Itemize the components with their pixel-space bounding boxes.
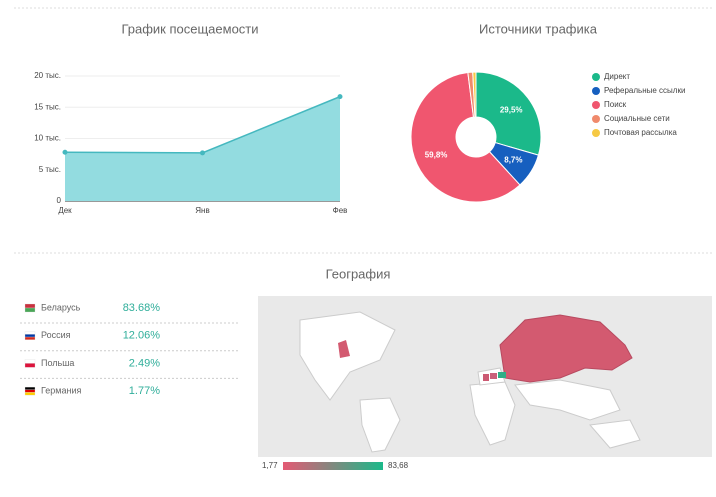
chart-title: График посещаемости: [121, 21, 258, 36]
y-tick-label: 10 тыс.: [34, 134, 61, 143]
germany: [483, 374, 489, 381]
flag: [24, 331, 36, 335]
slice: [475, 71, 542, 156]
share: 2.49%: [129, 357, 160, 369]
legend-marker: [592, 87, 600, 95]
legend-marker: [592, 129, 600, 137]
legend-label: Реферальные ссылки: [604, 86, 685, 95]
legend-marker: [592, 101, 600, 109]
y-tick-label: 20 тыс.: [34, 71, 61, 80]
land: [359, 397, 401, 453]
legend-marker: [592, 115, 600, 123]
legend-marker: [592, 73, 600, 81]
poland: [490, 373, 497, 379]
country: Беларусь: [41, 302, 81, 312]
legend-label: Почтовая рассылка: [604, 128, 677, 137]
y-tick-label: 5 тыс.: [39, 165, 61, 174]
geo-map: [258, 296, 712, 457]
scale-min: 1,77: [262, 461, 278, 470]
flag: [24, 392, 36, 396]
flag: [24, 303, 36, 309]
flag: [24, 363, 36, 368]
flag: [24, 386, 36, 390]
land: [589, 419, 641, 449]
country: Польша: [41, 358, 74, 368]
flag: [24, 389, 36, 393]
russia: [499, 314, 633, 383]
share: 12.06%: [123, 330, 161, 342]
flag: [24, 307, 36, 313]
x-tick-label: Янв: [195, 206, 209, 215]
flag: [24, 334, 36, 338]
point: [62, 149, 68, 155]
x-tick-label: Фев: [333, 206, 348, 215]
flag: [24, 359, 36, 364]
share: 83.68%: [123, 302, 161, 314]
y-tick-label: 0: [57, 196, 62, 205]
slice-label: 59,8%: [425, 151, 448, 160]
legend-label: Социальные сети: [604, 114, 670, 123]
share: 1.77%: [129, 385, 160, 397]
x-tick-label: Дек: [58, 206, 72, 215]
y-tick-label: 15 тыс.: [34, 102, 61, 111]
slice-label: 8,7%: [504, 155, 522, 164]
legend-label: Директ: [604, 72, 630, 81]
flag: [24, 336, 36, 340]
section-title: География: [326, 266, 391, 281]
point: [337, 94, 343, 100]
chart-title: Источники трафика: [479, 21, 598, 36]
land: [514, 379, 621, 421]
slice: [410, 71, 521, 203]
slice: [472, 71, 477, 118]
color-scale: [283, 462, 383, 470]
area: [65, 96, 340, 201]
russia-east: [338, 340, 350, 358]
country: Германия: [41, 385, 81, 395]
legend-label: Поиск: [604, 100, 627, 109]
belarus: [498, 372, 506, 378]
point: [200, 150, 205, 156]
country: Россия: [41, 330, 71, 340]
slice-label: 29,5%: [500, 106, 523, 115]
scale-max: 83,68: [388, 461, 409, 470]
